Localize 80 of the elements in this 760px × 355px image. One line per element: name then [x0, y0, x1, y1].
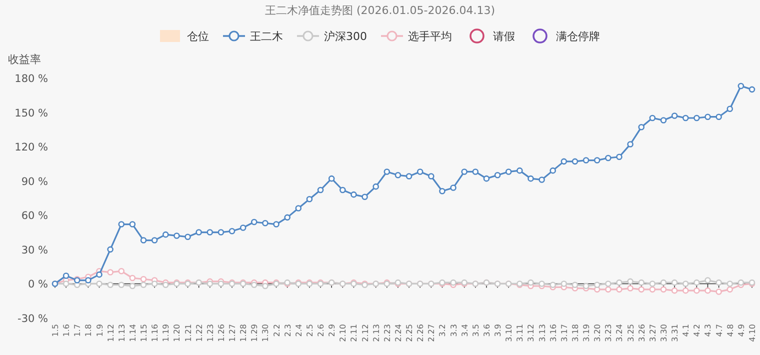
y-axis-title: 收益率 [8, 53, 41, 66]
y-tick-label: 60 % [21, 210, 48, 222]
x-tick-label: 3.30 [659, 324, 668, 342]
x-tick-label: 3.13 [538, 324, 547, 342]
x-tick-label: 2.5 [305, 324, 314, 337]
x-tick-label: 2.10 [338, 324, 348, 342]
y-tick-label: 180 % [14, 73, 48, 85]
x-tick-label: 3.17 [560, 324, 569, 342]
x-tick-label: 3.19 [582, 324, 592, 342]
legend-label: 满仓停牌 [556, 30, 600, 43]
x-tick-label: 4.8 [726, 324, 735, 337]
x-tick-label: 4.7 [714, 324, 724, 337]
x-tick-label: 4.3 [704, 324, 713, 337]
x-tick-label: 3.2 [438, 324, 448, 337]
x-tick-label: 1.28 [239, 324, 248, 342]
x-tick-label: 3.18 [570, 324, 580, 342]
x-tick-label: 2.2 [272, 324, 282, 337]
x-tick-label: 2.3 [283, 324, 292, 337]
x-tick-label: 1.22 [194, 324, 204, 342]
x-tick-label: 1.30 [261, 324, 270, 342]
x-tick-label: 1.19 [162, 324, 171, 342]
x-tick-label: 3.6 [482, 324, 492, 337]
x-tick-label: 2.26 [416, 324, 426, 342]
x-tick-label: 1.8 [84, 324, 94, 337]
x-tick-label: 4.9 [736, 324, 746, 337]
x-tick-label: 1.13 [117, 324, 126, 342]
y-tick-label: 150 % [14, 107, 48, 120]
legend-label: 选手平均 [408, 30, 452, 43]
x-tick-label: 2.9 [328, 324, 337, 337]
legend-label: 沪深300 [324, 30, 367, 43]
x-tick-label: 2.6 [316, 324, 326, 337]
x-tick-label: 4.1 [682, 324, 691, 337]
x-tick-label: 1.20 [172, 324, 182, 342]
x-tick-label: 2.24 [394, 324, 403, 342]
x-tick-label: 1.27 [228, 324, 238, 342]
x-tick-label: 2.12 [360, 324, 370, 342]
x-tick-label: 3.26 [637, 324, 646, 342]
x-tick-label: 3.5 [471, 324, 480, 337]
x-tick-label: 1.29 [250, 324, 260, 342]
x-tick-label: 3.23 [604, 324, 614, 342]
x-tick-label: 3.25 [626, 324, 636, 342]
x-tick-label: 1.9 [95, 324, 104, 337]
x-tick-label: 2.27 [427, 324, 436, 342]
legend-label: 请假 [493, 30, 515, 43]
x-tick-label: 2.11 [350, 324, 359, 342]
x-tick-label: 1.5 [51, 324, 60, 337]
x-tick-label: 3.3 [449, 324, 458, 337]
x-tick-label: 3.12 [526, 324, 536, 342]
x-tick-label: 1.21 [184, 324, 193, 342]
x-tick-label: 1.6 [62, 324, 72, 337]
x-tick-label: 3.11 [516, 324, 525, 342]
x-tick-label: 4.10 [748, 324, 757, 342]
y-tick-label: 0 % [28, 278, 48, 291]
x-tick-label: 1.23 [206, 324, 215, 342]
x-tick-label: 1.14 [128, 324, 138, 342]
x-tick-label: 4.2 [692, 324, 702, 337]
x-tick-label: 1.16 [150, 324, 160, 342]
x-tick-label: 1.26 [216, 324, 226, 342]
x-tick-label: 3.4 [460, 324, 470, 337]
x-tick-label: 2.4 [294, 324, 304, 337]
x-tick-label: 1.15 [140, 324, 149, 342]
x-tick-label: 3.27 [648, 324, 658, 342]
x-tick-label: 2.23 [382, 324, 392, 342]
y-tick-label: -30 % [18, 313, 48, 325]
x-tick-label: 3.24 [615, 324, 624, 342]
y-tick-label: 30 % [21, 244, 48, 256]
legend-label: 王二木 [250, 30, 283, 43]
legend-label: 仓位 [187, 30, 209, 43]
x-tick-label: 1.7 [73, 324, 82, 337]
y-tick-label: 90 % [21, 176, 48, 188]
x-tick-label: 3.16 [548, 324, 558, 342]
x-tick-label: 2.25 [405, 324, 414, 342]
x-tick-label: 3.20 [593, 324, 602, 342]
x-tick-label: 3.31 [670, 324, 680, 342]
y-tick-label: 120 % [14, 142, 48, 154]
x-tick-label: 1.12 [106, 324, 116, 342]
chart-title: 王二木净值走势图 (2026.01.05-2026.04.13) [264, 4, 496, 17]
x-tick-label: 3.9 [494, 324, 503, 337]
x-tick-label: 3.10 [504, 324, 514, 342]
x-tick-label: 2.13 [372, 324, 381, 342]
